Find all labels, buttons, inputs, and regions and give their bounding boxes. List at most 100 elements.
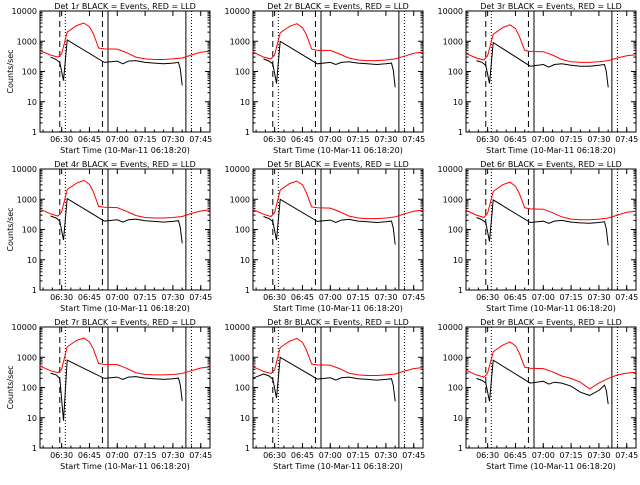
chart-title: Det 7r BLACK = Events, RED = LLD <box>54 318 196 327</box>
x-tick-label: 07:15 <box>347 293 370 302</box>
x-tick-label: 07:00 <box>532 135 555 144</box>
lld-series-line <box>39 179 211 219</box>
panel-5: Det 5r BLACK = Events, RED = LLD Start Ti… <box>225 160 426 313</box>
panel-1: Det 1r BLACK = Events, RED = LLD Start Ti… <box>6 2 212 155</box>
panel-3: Det 3r BLACK = Events, RED = LLD Start Ti… <box>438 2 639 155</box>
panel-7: Det 7r BLACK = Events, RED = LLD Start Ti… <box>6 318 212 471</box>
chart-title: Det 2r BLACK = Events, RED = LLD <box>267 2 409 11</box>
x-axis-label: Start Time (10-Mar-11 06:18:20) <box>273 462 403 471</box>
x-tick-label: 07:30 <box>374 135 397 144</box>
y-tick-label: 1 <box>32 128 37 137</box>
events-series-line <box>476 359 609 405</box>
y-tick-label: 100 <box>235 226 250 235</box>
x-tick-label: 07:45 <box>615 293 638 302</box>
chart-title: Det 5r BLACK = Events, RED = LLD <box>267 160 409 169</box>
chart-title: Det 8r BLACK = Events, RED = LLD <box>267 318 409 327</box>
y-tick-label: 10 <box>240 98 250 107</box>
x-tick-label: 07:45 <box>402 293 425 302</box>
x-tick-label: 06:30 <box>476 451 499 460</box>
x-tick-label: 07:45 <box>615 451 638 460</box>
y-tick-label: 100 <box>235 384 250 393</box>
lld-series-line <box>465 341 637 390</box>
x-tick-label: 07:15 <box>560 135 583 144</box>
x-axis-label: Start Time (10-Mar-11 06:18:20) <box>60 462 190 471</box>
x-tick-label: 06:30 <box>50 293 73 302</box>
lld-series-line <box>252 337 424 376</box>
x-axis-label: Start Time (10-Mar-11 06:18:20) <box>273 304 403 313</box>
y-tick-label: 1 <box>458 444 463 453</box>
y-tick-label: 1 <box>32 286 37 295</box>
y-tick-label: 1000 <box>17 37 37 46</box>
lld-series-line <box>252 180 424 220</box>
x-tick-label: 07:15 <box>134 293 157 302</box>
x-tick-label: 06:45 <box>291 293 314 302</box>
panel-8: Det 8r BLACK = Events, RED = LLD Start Ti… <box>225 318 426 471</box>
x-tick-label: 07:45 <box>189 293 212 302</box>
panel-9: Det 9r BLACK = Events, RED = LLD Start Ti… <box>438 318 639 471</box>
y-tick-label: 100 <box>448 384 463 393</box>
y-tick-label: 10000 <box>225 165 250 174</box>
y-tick-label: 10 <box>27 98 37 107</box>
x-tick-label: 06:45 <box>291 451 314 460</box>
events-series-line <box>50 39 183 86</box>
y-tick-label: 1 <box>245 128 250 137</box>
y-tick-label: 100 <box>22 68 37 77</box>
x-tick-label: 07:00 <box>319 451 342 460</box>
y-tick-label: 1000 <box>443 353 463 362</box>
x-tick-label: 07:00 <box>532 451 555 460</box>
x-axis-label: Start Time (10-Mar-11 06:18:20) <box>486 304 616 313</box>
y-tick-label: 10000 <box>12 7 37 16</box>
y-tick-label: 10 <box>27 414 37 423</box>
x-tick-label: 07:15 <box>560 293 583 302</box>
y-axis-label: Counts/sec <box>6 207 15 251</box>
events-series-line <box>50 359 183 421</box>
y-tick-label: 100 <box>22 226 37 235</box>
x-tick-label: 07:30 <box>587 135 610 144</box>
x-tick-label: 07:00 <box>319 135 342 144</box>
y-tick-label: 10000 <box>12 165 37 174</box>
chart-title: Det 1r BLACK = Events, RED = LLD <box>54 2 196 11</box>
x-tick-label: 06:45 <box>504 293 527 302</box>
y-tick-label: 100 <box>448 68 463 77</box>
events-series-line <box>263 198 396 245</box>
x-axis-label: Start Time (10-Mar-11 06:18:20) <box>273 146 403 155</box>
x-tick-label: 07:15 <box>347 135 370 144</box>
events-series-line <box>252 356 396 402</box>
y-tick-label: 1 <box>245 286 250 295</box>
y-tick-label: 1 <box>458 286 463 295</box>
x-axis-label: Start Time (10-Mar-11 06:18:20) <box>60 146 190 155</box>
y-tick-label: 10 <box>240 256 250 265</box>
x-tick-label: 07:00 <box>106 135 129 144</box>
chart-title: Det 3r BLACK = Events, RED = LLD <box>480 2 622 11</box>
y-tick-label: 10 <box>240 414 250 423</box>
x-tick-label: 07:45 <box>615 135 638 144</box>
x-tick-label: 06:30 <box>263 293 286 302</box>
y-tick-label: 1000 <box>443 195 463 204</box>
x-axis-label: Start Time (10-Mar-11 06:18:20) <box>60 304 190 313</box>
x-tick-label: 06:30 <box>263 451 286 460</box>
x-tick-label: 06:30 <box>263 135 286 144</box>
x-tick-label: 07:00 <box>106 451 129 460</box>
lld-series-line <box>39 22 211 60</box>
y-tick-label: 10000 <box>12 323 37 332</box>
lld-series-line <box>252 23 424 62</box>
x-tick-label: 06:30 <box>476 293 499 302</box>
y-tick-label: 1000 <box>17 195 37 204</box>
x-tick-label: 07:30 <box>161 135 184 144</box>
events-series-line <box>50 197 183 244</box>
x-tick-label: 07:15 <box>134 451 157 460</box>
x-tick-label: 07:00 <box>106 293 129 302</box>
panel-2: Det 2r BLACK = Events, RED = LLD Start Ti… <box>225 2 426 155</box>
y-tick-label: 100 <box>235 68 250 77</box>
chart-title: Det 6r BLACK = Events, RED = LLD <box>480 160 622 169</box>
x-tick-label: 07:30 <box>161 293 184 302</box>
x-tick-label: 07:30 <box>587 451 610 460</box>
x-tick-label: 07:15 <box>560 451 583 460</box>
x-tick-label: 06:45 <box>504 135 527 144</box>
y-tick-label: 100 <box>448 226 463 235</box>
x-tick-label: 06:30 <box>50 451 73 460</box>
events-series-line <box>263 40 396 88</box>
x-tick-label: 07:15 <box>347 451 370 460</box>
x-axis-label: Start Time (10-Mar-11 06:18:20) <box>486 146 616 155</box>
